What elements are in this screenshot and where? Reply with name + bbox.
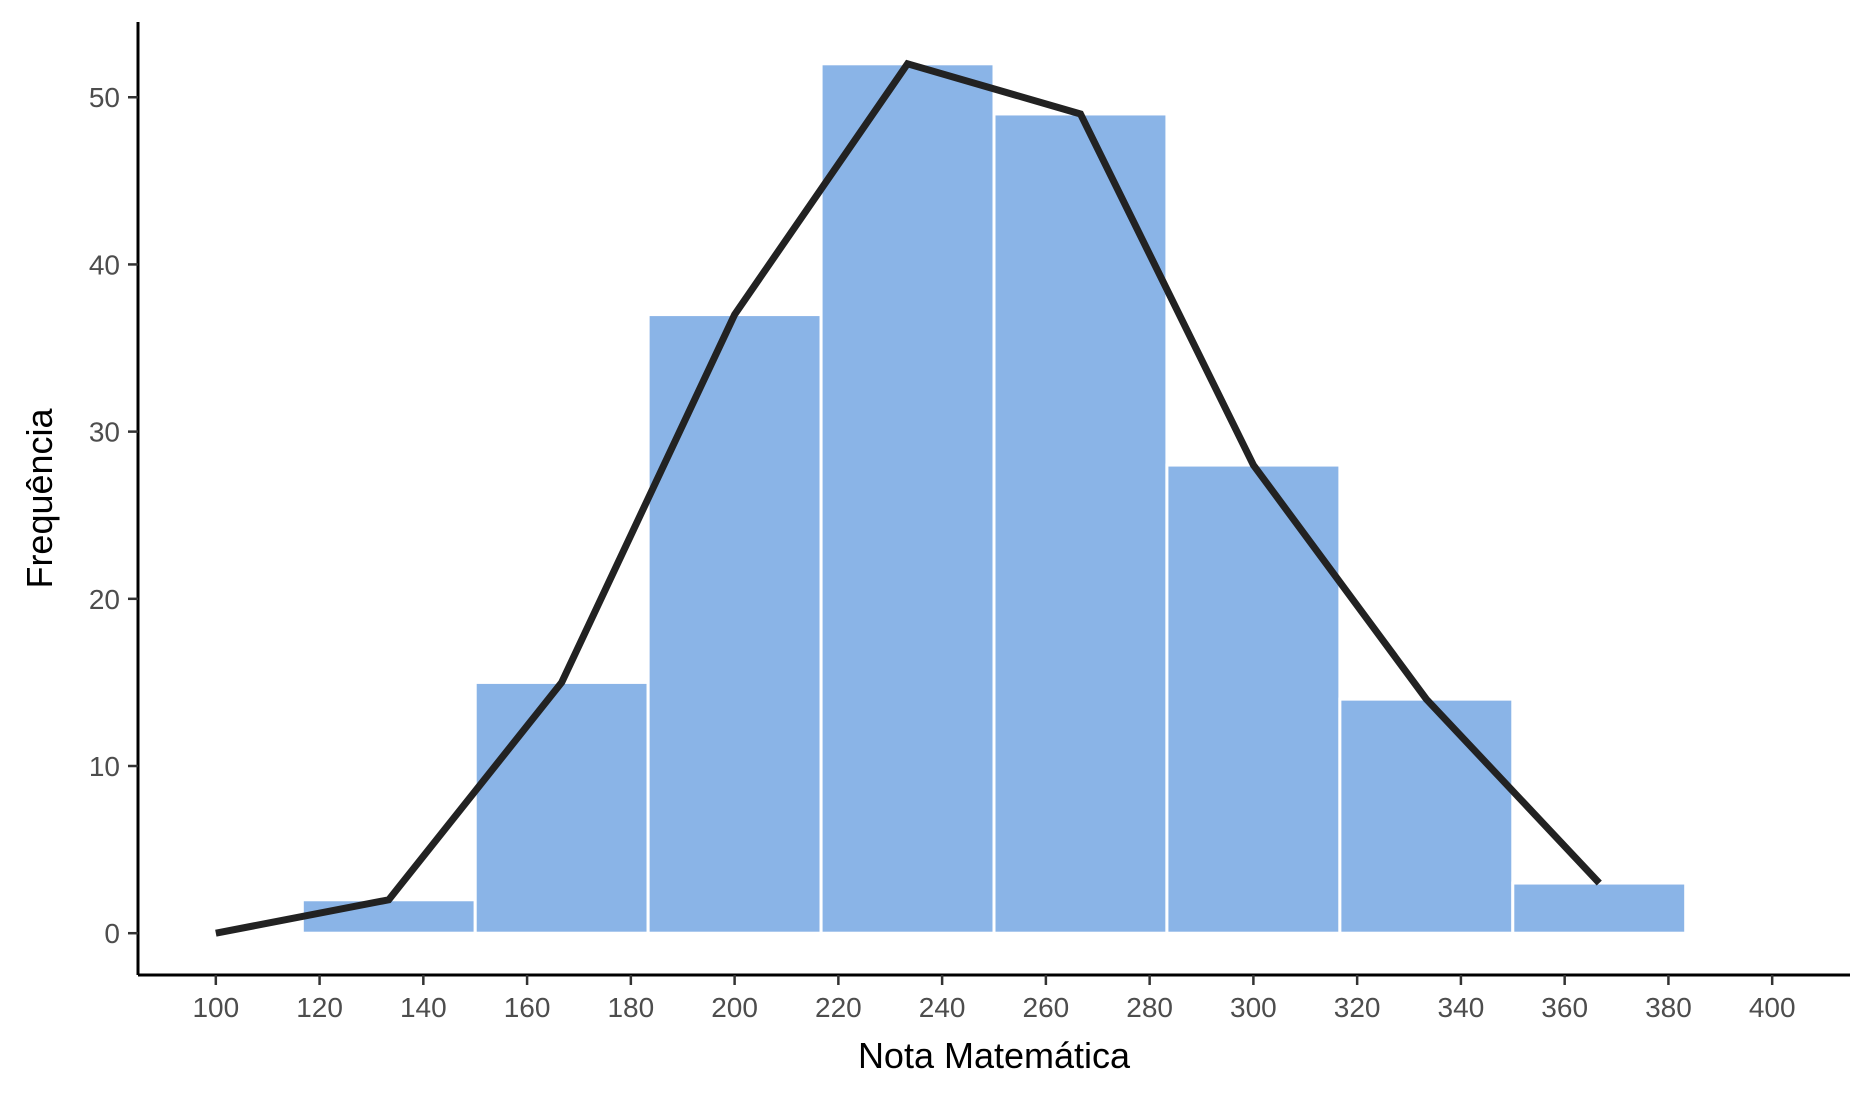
x-tick-label: 140 — [400, 992, 447, 1023]
x-tick-label: 320 — [1334, 992, 1381, 1023]
x-tick-label: 120 — [296, 992, 343, 1023]
histogram-bar-2 — [473, 680, 650, 935]
x-tick-label: 100 — [192, 992, 239, 1023]
y-axis-title: Frequência — [19, 407, 60, 588]
x-tick-label: 160 — [504, 992, 551, 1023]
x-tick-label: 360 — [1541, 992, 1588, 1023]
x-tick-label: 260 — [1023, 992, 1070, 1023]
y-tick-label: 50 — [89, 82, 120, 113]
histogram-bar-4 — [819, 62, 996, 935]
y-tick-label: 10 — [89, 751, 120, 782]
x-tick-label: 400 — [1749, 992, 1796, 1023]
y-tick-label: 20 — [89, 584, 120, 615]
x-tick-label: 280 — [1126, 992, 1173, 1023]
x-tick-label: 240 — [919, 992, 966, 1023]
ticks-layer: 100 120 140 160 180 200 220 240 260 280 300 320 340 3… — [89, 82, 1796, 1023]
frequency-polygon-layer — [215, 59, 1602, 937]
x-tick-label: 380 — [1645, 992, 1692, 1023]
histogram-bar-3 — [646, 313, 823, 935]
histogram-bar-5 — [992, 112, 1169, 935]
histogram-bar-8 — [1511, 881, 1688, 935]
y-tick-label: 40 — [89, 249, 120, 280]
x-tick-label: 340 — [1438, 992, 1485, 1023]
bars-layer — [300, 62, 1688, 935]
histogram-bar-7 — [1338, 697, 1515, 935]
x-tick-label: 180 — [607, 992, 654, 1023]
x-axis-title: Nota Matemática — [858, 1035, 1131, 1076]
histogram-bar-6 — [1165, 463, 1342, 935]
frequency-polygon-line — [215, 59, 1602, 937]
x-tick-label: 200 — [711, 992, 758, 1023]
x-tick-label: 300 — [1230, 992, 1277, 1023]
y-tick-label: 30 — [89, 417, 120, 448]
y-tick-label: 0 — [104, 918, 120, 949]
x-tick-label: 220 — [815, 992, 862, 1023]
histogram-bar-1 — [300, 898, 477, 935]
